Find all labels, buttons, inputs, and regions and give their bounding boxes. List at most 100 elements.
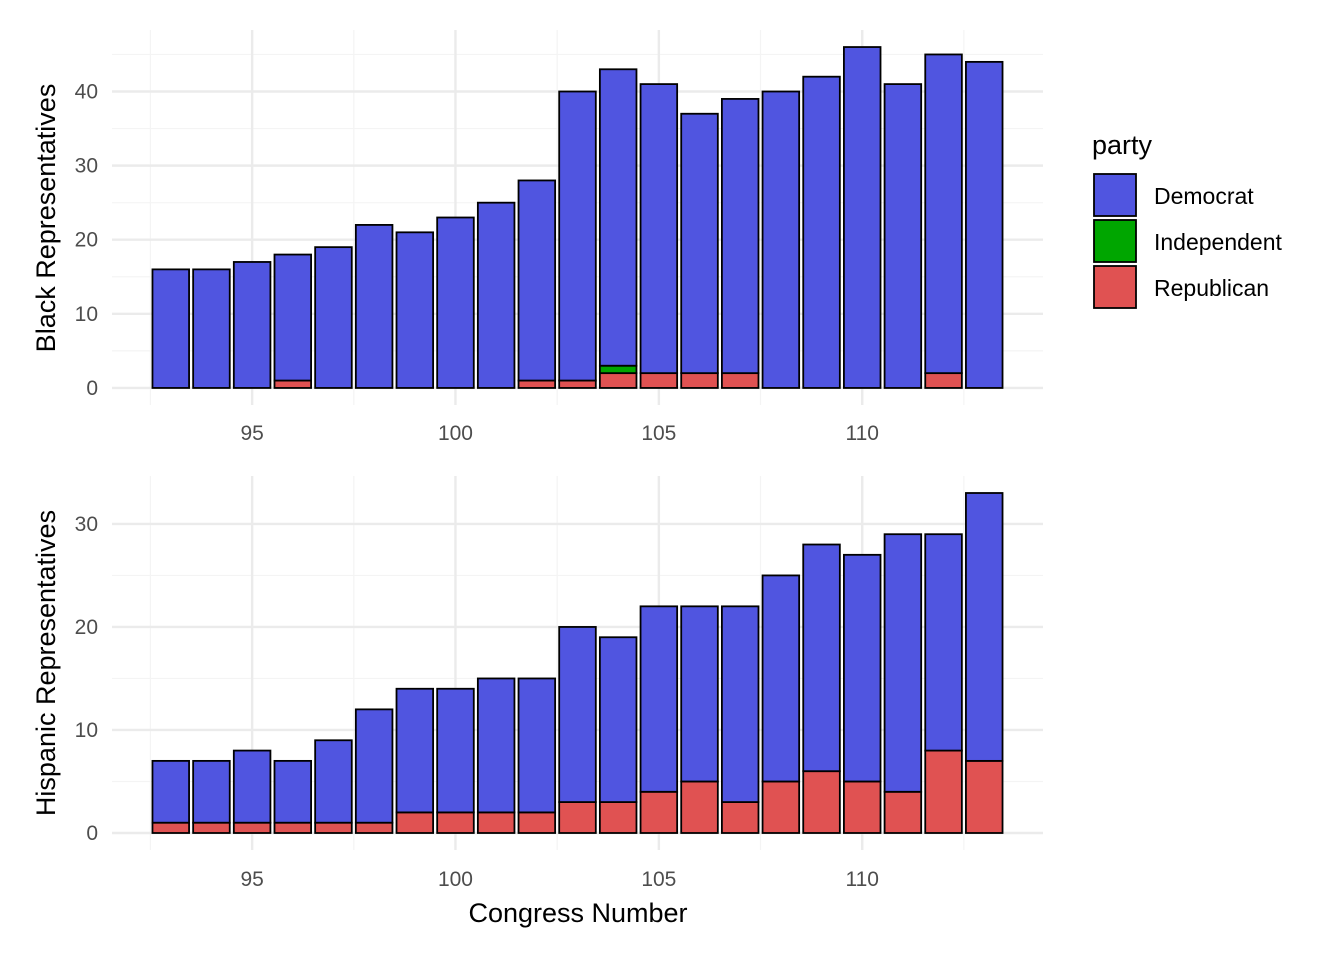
bar-republican-104 [598,372,638,389]
y-axis-title-hispanic: Hispanic Representatives [31,510,61,816]
bar-democrat-109 [802,75,841,389]
x-tick-label: 105 [641,868,676,891]
bar-democrat-110 [843,553,882,783]
bar-republican-95 [232,821,272,834]
x-axis-title: Congress Number [468,898,687,928]
bar-democrat-101 [476,677,516,814]
bar-republican-108 [761,780,801,834]
x-tick-label: 105 [641,422,676,445]
bar-republican-112 [924,372,963,389]
bar-democrat-111 [883,533,923,793]
bar-democrat-108 [761,574,801,783]
y-tick-label: 40 [75,81,98,104]
bar-republican-104 [598,801,638,834]
bar-democrat-102 [517,179,557,382]
bar-republican-105 [639,790,679,834]
bar-democrat-95 [232,261,272,389]
legend-title: party [1092,130,1153,160]
bar-republican-99 [395,811,435,834]
bar-democrat-100 [436,216,475,389]
y-tick-label: 10 [75,303,98,326]
bars [151,492,1004,834]
bar-democrat-105 [639,605,679,793]
bar-democrat-98 [354,708,394,824]
bar-republican-102 [517,379,557,389]
bar-democrat-106 [680,605,719,783]
bar-republican-102 [517,811,557,834]
y-tick-label: 20 [75,616,98,639]
bar-democrat-99 [395,231,435,389]
legend-label-democrat: Democrat [1154,183,1254,209]
bar-democrat-95 [232,749,272,824]
bar-republican-106 [680,780,719,834]
bar-republican-96 [273,379,312,389]
bar-democrat-113 [965,492,1004,762]
bar-democrat-106 [680,112,719,375]
bar-democrat-113 [965,60,1004,389]
legend-key-republican [1093,265,1137,309]
bar-republican-97 [314,821,353,834]
y-tick-label: 0 [86,822,98,845]
panel-black-representatives: 0 10 20 30 40 95 100 105 110 [75,30,1043,445]
bar-democrat-110 [843,46,882,389]
bar-republican-109 [802,770,841,834]
bar-democrat-97 [314,739,353,824]
y-tick-label: 20 [75,229,98,252]
x-tick-label: 95 [240,868,263,891]
panel-hispanic-representatives: 0 10 20 30 95 100 105 110 [75,476,1043,891]
bar-democrat-100 [436,687,475,814]
bar-republican-113 [965,759,1004,834]
bar-republican-105 [639,372,679,389]
legend: party Democrat Independent Republican [1092,130,1283,309]
legend-label-independent: Independent [1154,229,1283,255]
bar-independent-104 [598,364,638,375]
bar-republican-94 [192,821,231,834]
bar-republican-93 [151,821,190,834]
legend-key-democrat [1093,173,1137,217]
y-tick-label: 30 [75,513,98,536]
bar-democrat-97 [314,246,353,389]
bar-republican-101 [476,811,516,834]
bar-republican-110 [843,780,882,834]
y-axis-title-black: Black Representatives [31,84,61,353]
bar-democrat-93 [151,759,190,824]
legend-key-independent [1093,219,1137,263]
bar-republican-96 [273,821,312,834]
bar-democrat-94 [192,759,231,824]
bar-democrat-109 [802,543,841,773]
x-tick-label: 100 [438,868,473,891]
bar-republican-107 [720,801,760,834]
bar-democrat-104 [598,636,638,803]
y-tick-label: 30 [75,155,98,178]
x-tick-label: 110 [845,868,878,891]
bar-republican-103 [558,379,597,389]
bar-democrat-112 [924,53,963,375]
x-tick-label: 95 [240,422,263,445]
bar-democrat-94 [192,268,231,389]
bar-democrat-111 [883,83,923,389]
bar-democrat-103 [558,90,597,382]
bar-democrat-107 [720,605,760,803]
legend-label-republican: Republican [1154,275,1269,301]
bar-republican-112 [924,749,963,834]
bars [151,46,1004,389]
bar-democrat-103 [558,626,597,803]
bar-democrat-108 [761,90,801,389]
bar-republican-107 [720,372,760,389]
y-tick-label: 10 [75,719,98,742]
bar-democrat-105 [639,83,679,375]
bar-democrat-93 [151,268,190,389]
bar-republican-103 [558,801,597,834]
bar-democrat-107 [720,98,760,375]
bar-republican-111 [883,790,923,834]
bar-democrat-104 [598,68,638,367]
bar-democrat-102 [517,677,557,814]
x-tick-label: 100 [438,422,473,445]
bar-democrat-96 [273,253,312,382]
bar-republican-106 [680,372,719,389]
bar-republican-100 [436,811,475,834]
bar-democrat-96 [273,759,312,824]
bar-democrat-99 [395,687,435,814]
bar-republican-98 [354,821,394,834]
